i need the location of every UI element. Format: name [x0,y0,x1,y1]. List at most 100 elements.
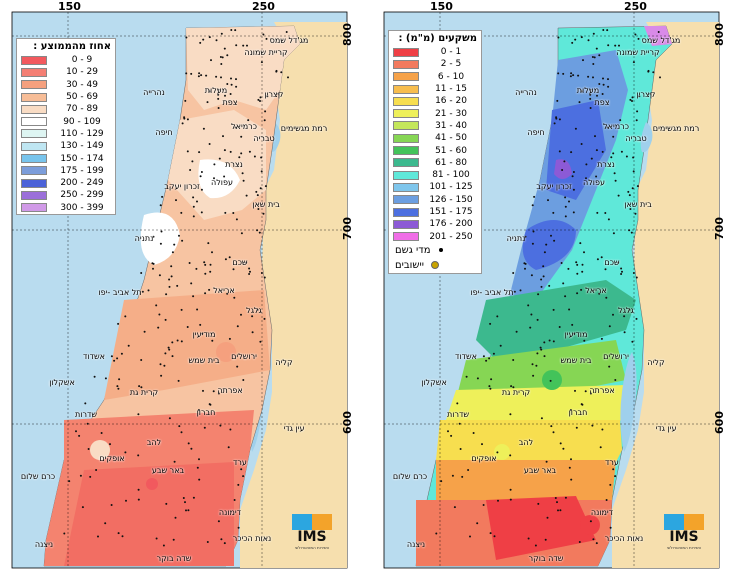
left-map-panel: 150 250 800 700 600 אחוז מהממוצע : 0 - 9… [4,0,354,571]
legend-swatch [393,133,419,143]
left-legend-row: 200 - 249 [17,177,115,189]
legend-swatch [21,129,47,139]
place-label: אשדוד [83,352,105,361]
legend-label: 151 - 175 [429,207,473,217]
legend-label: 0 - 1 [440,47,462,58]
legend-swatch [393,47,419,57]
legend-label: 126 - 150 [429,194,473,205]
left-legend-row: 0 - 9 [17,54,115,66]
place-label: נתניה [506,234,526,243]
legend-label: 101 - 125 [429,182,473,193]
right-legend-row: 51 - 60 [389,144,481,156]
left-legend: אחוז מהממוצע : 0 - 9 10 - 29 30 - 49 50 - 6… [16,38,116,215]
place-label: קליה [647,358,665,367]
legend-settlements: יישובים [389,258,481,273]
land-east [548,22,719,568]
legend-swatch [393,232,419,242]
y-tick-800: 800 [712,23,726,46]
place-label: שדרות [447,410,469,419]
place-label: עין גדי [283,424,305,433]
legend-label: 200 - 249 [60,178,104,189]
place-label: אשדוד [455,352,477,361]
place-label: קריית שמונה [244,48,288,57]
rain-gauge-dots [63,29,289,547]
legend-swatch [393,207,419,217]
place-label: טבריה [625,134,647,143]
legend-swatch [21,67,47,77]
place-label: שדה בוקר [156,554,192,563]
legend-swatch [21,166,47,176]
place-label: שכם [232,258,248,267]
legend-label: 90 - 109 [63,116,101,127]
legend-label: 300 - 399 [60,202,104,213]
right-legend-row: 176 - 200 [389,218,481,230]
legend-swatch [21,80,47,90]
place-label: אשקלון [421,378,447,387]
x-tick-250: 250 [252,0,275,13]
right-legend-row: 101 - 125 [389,181,481,193]
place-label: כרמיאל [603,122,629,131]
legend-label: 250 - 299 [60,190,104,201]
place-label: ירושלים [231,352,257,361]
place-label: מעלות [576,86,600,95]
place-label: זכרון יעקב [164,182,200,191]
place-label: כרם שלום [20,472,56,481]
right-legend-row: 0 - 1 [389,46,481,58]
legend-label: 175 - 199 [60,165,104,176]
rain-gauge-dots [435,29,661,547]
legend-swatch [393,109,419,119]
legend-label: 176 - 200 [429,219,473,230]
legend-label: 41 - 50 [435,133,467,144]
place-label: אופקים [471,454,497,463]
place-label: תל אביב -יפו [98,288,142,297]
left-legend-row: 50 - 69 [17,91,115,103]
x-tick-150: 150 [58,0,81,13]
legend-rain-gauges: מדי גשם [389,243,481,258]
place-label: מג'דל שמס [641,36,681,45]
legend-swatch [393,146,419,156]
right-legend-row: 6 - 10 [389,71,481,83]
y-tick-700: 700 [340,217,354,240]
place-label: עפולה [583,178,605,187]
place-label: עפולה [211,178,233,187]
ims-logo: IMS השירות המטאורולוגי [292,514,332,550]
right-legend-row: 151 - 175 [389,206,481,218]
right-legend-row: 41 - 50 [389,132,481,144]
place-label: חיפה [527,128,545,137]
land-east [176,22,347,568]
legend-label: 11 - 15 [435,84,467,95]
place-label: בית שמש [188,356,220,365]
israel-region [43,25,301,567]
left-legend-row: 70 - 89 [17,103,115,115]
place-label: נאות הכיכר [604,534,644,543]
legend-swatch [393,195,419,205]
place-label: זכרון יעקב [536,182,572,191]
legend-label: 51 - 60 [435,145,467,156]
right-legend-row: 21 - 30 [389,107,481,119]
legend-label: 201 - 250 [429,231,473,242]
place-label: צפת [594,98,610,107]
right-map-graphic [383,11,720,569]
place-label: אפרתה [217,386,243,395]
x-tick-150: 150 [430,0,453,13]
place-label: קריית שמונה [616,48,660,57]
place-label: מג'דל שמס [269,36,309,45]
place-label: נאות הכיכר [232,534,272,543]
place-label: אשקלון [49,378,75,387]
place-label: גלגל [246,306,262,315]
y-tick-600: 600 [712,411,726,434]
y-tick-800: 800 [340,23,354,46]
y-tick-600: 600 [340,411,354,434]
left-legend-row: 130 - 149 [17,140,115,152]
legend-swatch [393,84,419,94]
legend-label: 150 - 174 [60,153,104,164]
right-legend-row: 11 - 15 [389,83,481,95]
legend-swatch [21,55,47,65]
place-label: טבריה [253,134,275,143]
right-legend-row: 201 - 250 [389,230,481,242]
place-label: נצרת [225,160,243,169]
place-label: חיפה [155,128,173,137]
left-legend-title: אחוז מהממוצע : [33,41,111,52]
place-label: מודיעין [564,330,588,339]
legend-label: 31 - 40 [435,120,467,131]
